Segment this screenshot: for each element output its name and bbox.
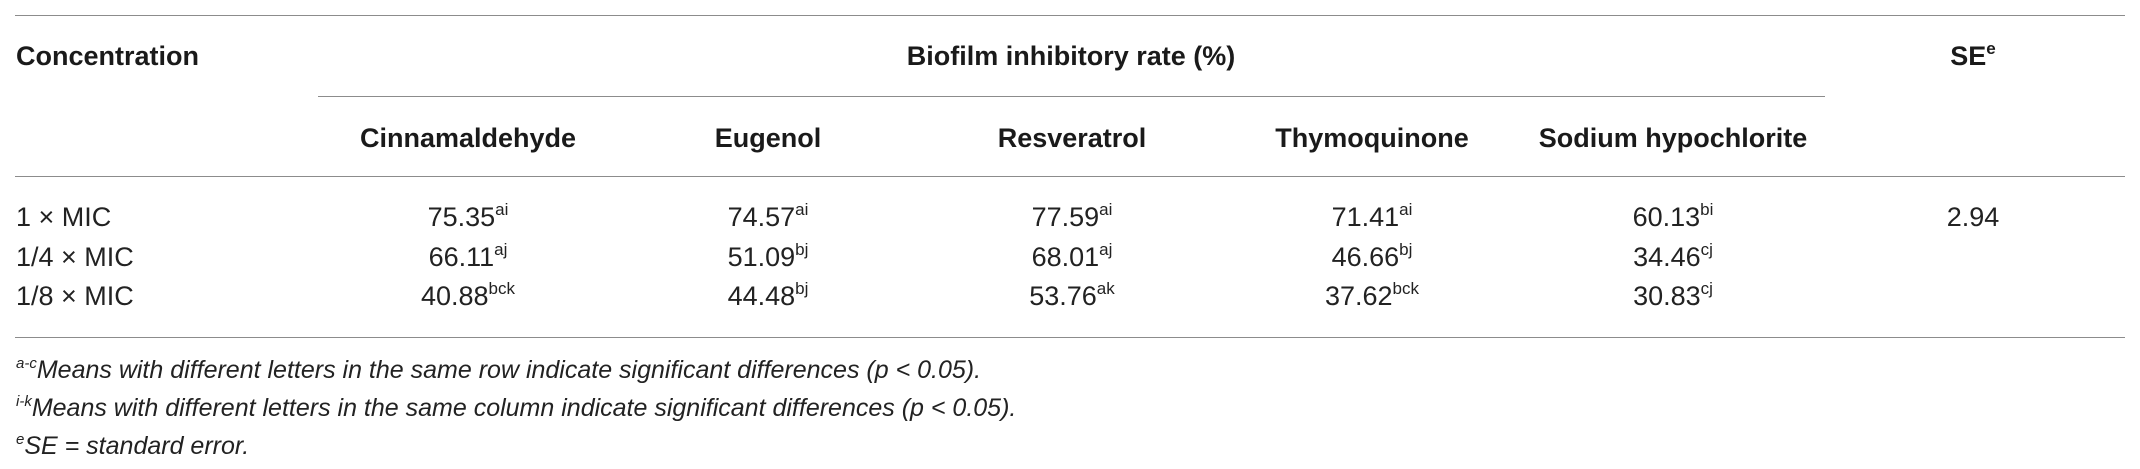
row-label: 1/4 × MIC <box>16 242 134 272</box>
table-cell: 51.09bj <box>727 240 809 272</box>
row-label: 1/8 × MIC <box>16 281 134 311</box>
col-header-cinnamaldehyde: Cinnamaldehyde <box>359 123 577 153</box>
group-underline <box>318 96 1825 97</box>
header-se-sup: e <box>1986 39 1996 58</box>
table-cell: 44.48bj <box>727 279 809 311</box>
footnote-column-letters: i-kMeans with different letters in the s… <box>16 393 1017 422</box>
table-cell: 30.83cj <box>1633 279 1713 311</box>
table-cell: 53.76ak <box>1029 279 1115 311</box>
table-cell: 60.13bi <box>1632 200 1714 232</box>
footnote-row-letters: a-cMeans with different letters in the s… <box>16 355 982 384</box>
table-cell: 34.46cj <box>1633 240 1713 272</box>
header-concentration: Concentration <box>16 41 200 71</box>
col-header-sodium-hypochlorite: Sodium hypochlorite <box>1538 123 1808 153</box>
table-cell: 37.62bck <box>1324 279 1420 311</box>
header-group-title: Biofilm inhibitory rate (%) <box>906 41 1236 71</box>
header-rule <box>15 176 2125 177</box>
header-se: SEe <box>1950 39 1996 71</box>
col-header-thymoquinone: Thymoquinone <box>1275 123 1469 153</box>
table-cell: 77.59ai <box>1031 200 1113 232</box>
col-header-eugenol: Eugenol <box>714 123 822 153</box>
table-cell: 74.57ai <box>727 200 809 232</box>
table-cell: 68.01aj <box>1031 240 1113 272</box>
footnote-se: eSE = standard error. <box>16 431 250 460</box>
table-cell: 75.35ai <box>427 200 509 232</box>
se-value: 2.94 <box>1946 202 2000 232</box>
table-cell: 71.41ai <box>1331 200 1413 232</box>
bottom-rule <box>15 337 2125 338</box>
table-cell: 66.11aj <box>428 240 508 272</box>
col-header-resveratrol: Resveratrol <box>997 123 1147 153</box>
table-cell: 46.66bj <box>1331 240 1413 272</box>
row-label: 1 × MIC <box>16 202 112 232</box>
table-cell: 40.88bck <box>420 279 516 311</box>
top-rule <box>15 15 2125 16</box>
